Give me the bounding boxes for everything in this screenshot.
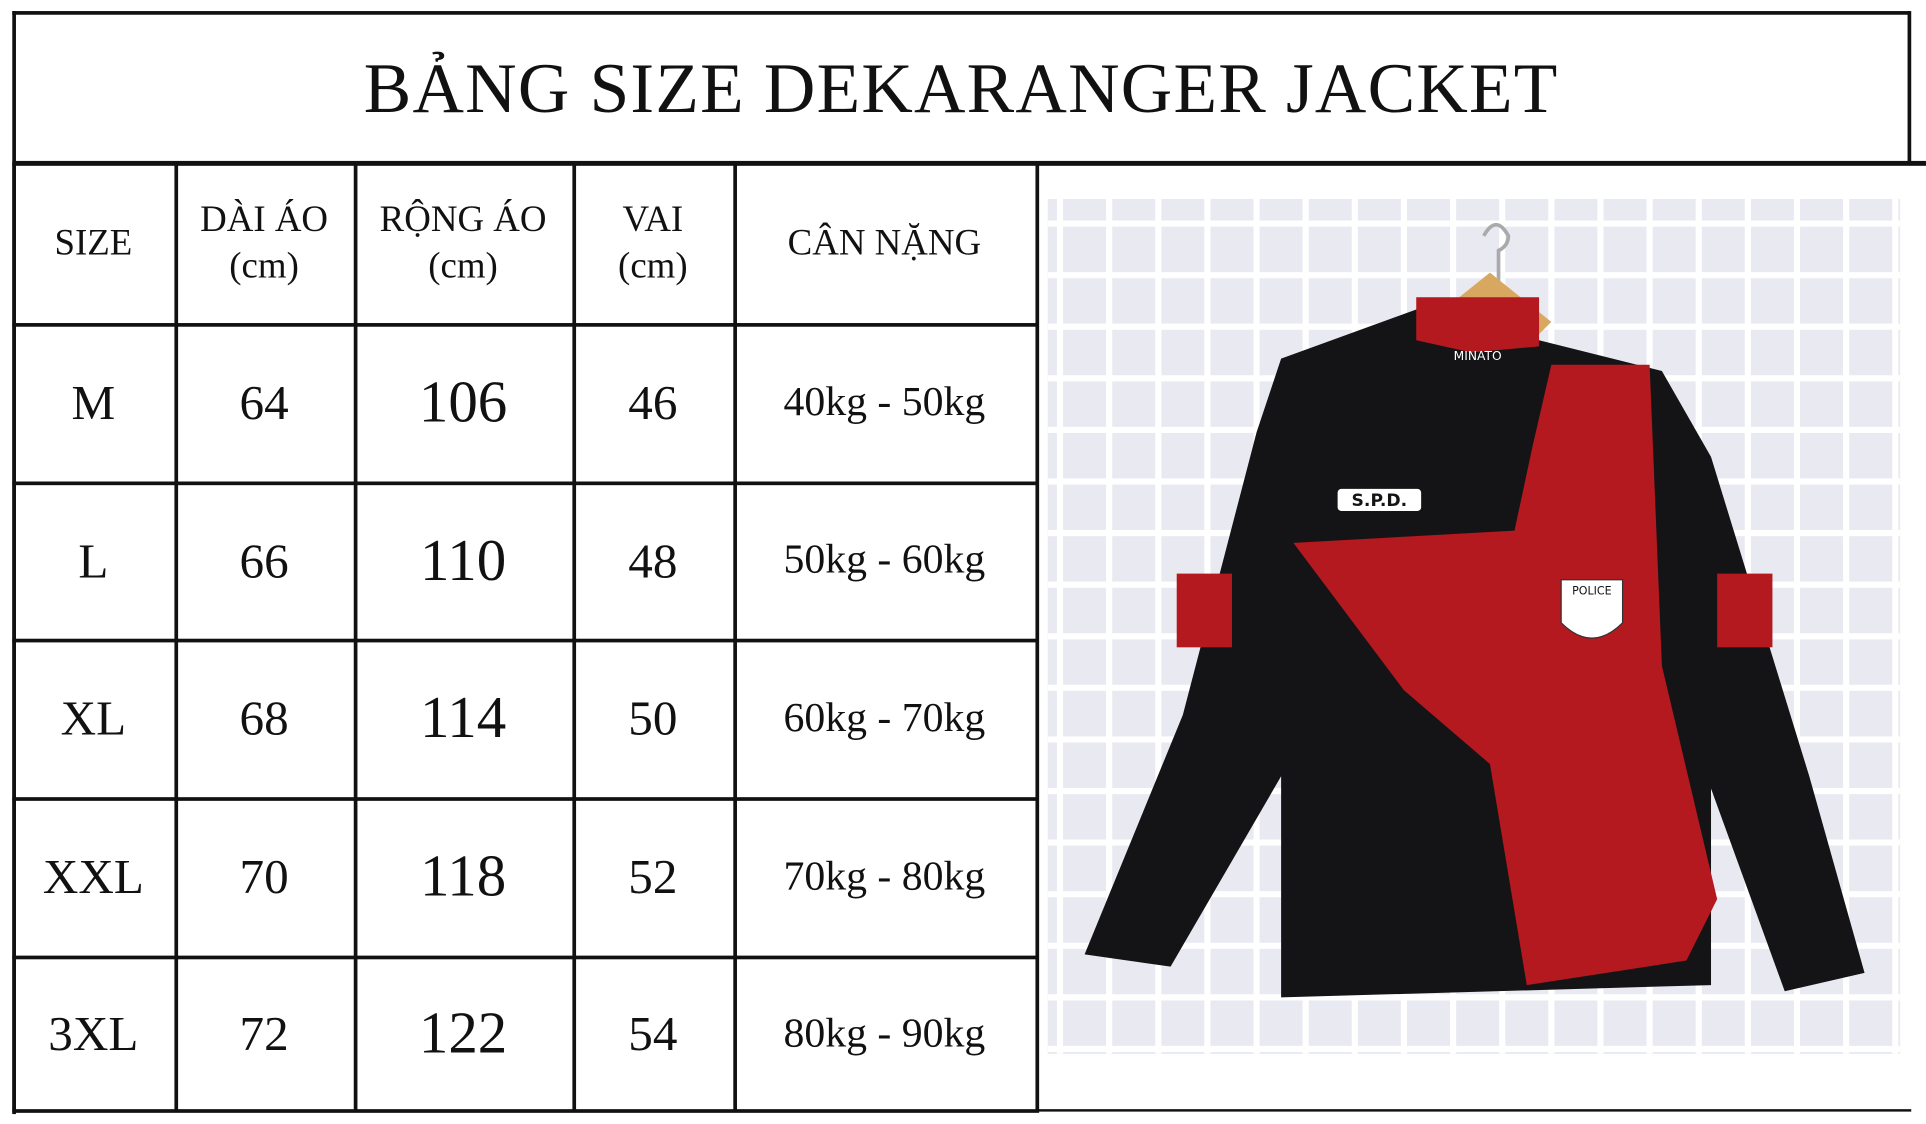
column-divider bbox=[733, 163, 737, 1112]
column-divider bbox=[1035, 163, 1040, 1112]
width-cell: 118 bbox=[419, 843, 507, 909]
column-divider bbox=[572, 163, 577, 1112]
length-cell: 70 bbox=[239, 848, 289, 905]
shoulder-cell: 52 bbox=[628, 848, 678, 905]
row-divider bbox=[12, 797, 1038, 801]
hanger-hook bbox=[1482, 222, 1511, 288]
header-label: (cm) bbox=[229, 245, 299, 287]
shoulder-cell: 50 bbox=[628, 690, 678, 746]
length-cell: 72 bbox=[239, 1005, 289, 1062]
jacket-image: S.P.D. MINATO POLICE bbox=[1047, 198, 1901, 1054]
border-top bbox=[12, 11, 1911, 15]
title-divider bbox=[12, 160, 1926, 166]
weight-cell: 60kg - 70kg bbox=[783, 694, 986, 741]
size-cell: XXL bbox=[42, 848, 144, 905]
size-cell: 3XL bbox=[48, 1005, 139, 1062]
column-divider bbox=[12, 163, 16, 1112]
size-cell: M bbox=[71, 374, 116, 430]
weight-cell: 80kg - 90kg bbox=[783, 1010, 986, 1056]
column-divider bbox=[174, 163, 179, 1112]
header-label: RỘNG ÁO bbox=[379, 198, 547, 240]
row-divider bbox=[12, 638, 1038, 643]
width-cell: 114 bbox=[419, 685, 507, 751]
length-cell: 64 bbox=[239, 374, 289, 430]
row-divider bbox=[12, 481, 1038, 486]
border-right-title bbox=[1907, 11, 1912, 165]
column-header: DÀI ÁO (cm) bbox=[174, 163, 353, 323]
width-cell: 110 bbox=[419, 527, 507, 593]
border-bottom bbox=[12, 1109, 1040, 1113]
length-cell: 68 bbox=[239, 690, 289, 746]
column-divider bbox=[353, 163, 358, 1112]
length-cell: 66 bbox=[239, 532, 289, 588]
width-cell: 106 bbox=[418, 369, 508, 435]
svg-text:POLICE: POLICE bbox=[1572, 584, 1611, 597]
border-bottom-photo bbox=[1035, 1109, 1912, 1112]
jacket-photo: S.P.D. MINATO POLICE bbox=[1047, 198, 1901, 1054]
size-cell: XL bbox=[60, 690, 127, 746]
weight-cell: 40kg - 50kg bbox=[783, 378, 986, 425]
column-header: CÂN NẶNG bbox=[733, 163, 1035, 333]
header-label: CÂN NẶNG bbox=[787, 222, 982, 263]
police-badge bbox=[1560, 579, 1624, 639]
header-label: VAI bbox=[622, 198, 684, 240]
column-header: RỘNG ÁO (cm) bbox=[354, 163, 573, 323]
row-divider bbox=[12, 955, 1038, 960]
size-cell: L bbox=[78, 532, 109, 588]
row-divider bbox=[12, 323, 1038, 327]
shoulder-cell: 48 bbox=[628, 532, 678, 588]
weight-cell: 70kg - 80kg bbox=[783, 853, 986, 899]
header-label: DÀI ÁO bbox=[200, 198, 329, 240]
header-label: (cm) bbox=[618, 245, 688, 287]
page-title: BẢNG SIZE DEKARANGER JACKET bbox=[363, 47, 1559, 128]
shoulder-cell: 46 bbox=[628, 374, 678, 430]
shoulder-cell: 54 bbox=[628, 1005, 678, 1062]
brand-tag: MINATO bbox=[1454, 349, 1502, 363]
chest-logo: S.P.D. bbox=[1352, 491, 1408, 511]
header-label: SIZE bbox=[54, 222, 133, 263]
column-header: SIZE bbox=[12, 163, 174, 333]
column-header: VAI (cm) bbox=[572, 163, 733, 323]
header-label: (cm) bbox=[428, 245, 498, 287]
red-star-panel bbox=[1293, 364, 1718, 986]
weight-cell: 50kg - 60kg bbox=[783, 536, 986, 583]
width-cell: 122 bbox=[418, 1001, 508, 1067]
